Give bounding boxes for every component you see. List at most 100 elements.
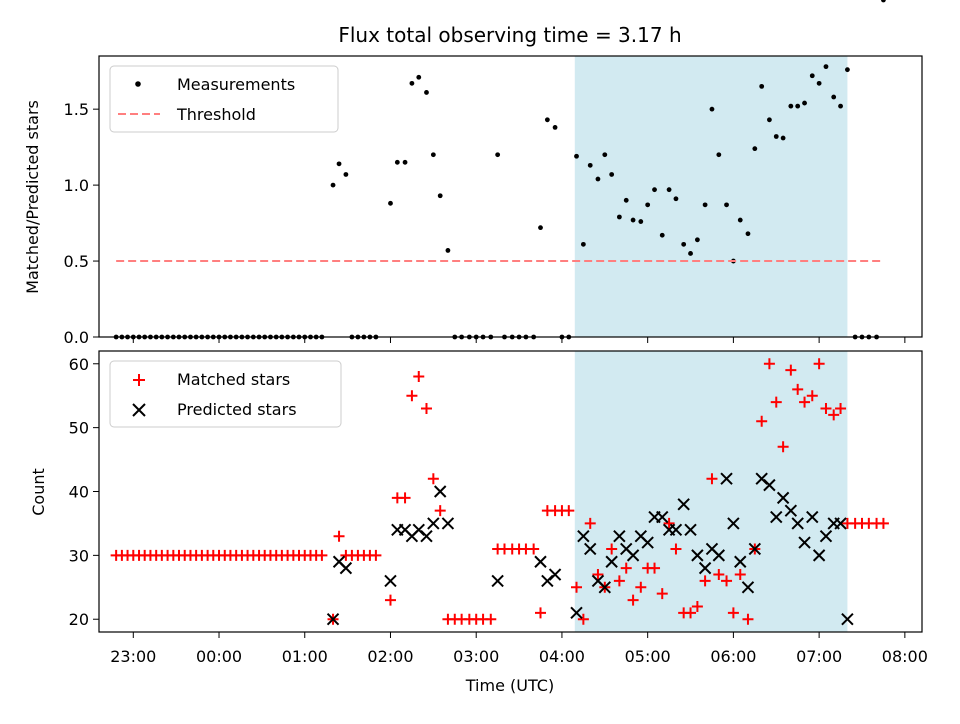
measurement-point [788,104,793,109]
measurement-point [495,152,500,157]
measurement-point [802,101,807,106]
measurement-point [674,196,679,201]
measurement-point [638,219,643,224]
matched-star-marker [878,518,889,529]
measurement-point [738,218,743,223]
x-tick-label: 01:00 [282,647,328,666]
measurement-point [688,251,693,256]
x-tick-label: 05:00 [625,647,671,666]
matched-star-marker [400,492,411,503]
legend-measurement-marker [135,81,141,87]
measurement-point [774,134,779,139]
matched-star-marker [485,614,496,625]
measurement-point [574,154,579,159]
measurement-point [710,107,715,112]
y-tick-label: 1.0 [64,176,89,195]
measurement-point [810,73,815,78]
bottom-panel: 2030405060 23:00 00:00 01:00 02:00 03:00 04:0… [29,351,928,695]
measurement-point [695,237,700,242]
bottom-y-axis: 20 30 40 50 60 [69,355,99,629]
predicted-star-marker [435,486,446,497]
measurement-point [746,231,751,236]
measurement-point [767,117,772,122]
matched-star-marker [435,505,446,516]
matched-star-marker [528,543,539,554]
matched-star-marker [406,390,417,401]
measurement-point [681,242,686,247]
matched-star-marker [370,550,381,561]
measurement-point [631,218,636,223]
y-tick-label: 0.5 [64,252,89,271]
legend-matched-label: Matched stars [177,370,290,389]
measurement-point [545,117,550,122]
y-tick-label: 20 [69,610,89,629]
measurement-point [703,202,708,207]
matched-star-marker [535,607,546,618]
x-tick-label: 06:00 [710,647,756,666]
chart-title: Flux total observing time = 3.17 h [338,23,681,47]
measurement-point [609,172,614,177]
predicted-star-marker [492,575,503,586]
bottom-x-axis: 23:00 00:00 01:00 02:00 03:00 04:00 05:00 06:00… [110,632,928,666]
measurement-point [416,75,421,80]
measurement-point [652,187,657,192]
matched-star-marker [428,473,439,484]
measurement-point [716,152,721,157]
predicted-star-marker [428,518,439,529]
y-tick-label: 40 [69,483,89,502]
measurement-point [845,67,850,72]
x-tick-label: 08:00 [882,647,928,666]
measurement-point [795,104,800,109]
top-panel: 0.00.51.01.5 Matched/Predicted stars Mea… [23,0,922,347]
measurement-point [581,242,586,247]
measurement-point [388,201,393,206]
x-axis-label: Time (UTC) [465,676,554,695]
measurement-point [881,0,886,2]
y-tick-label: 50 [69,419,89,438]
x-tick-label: 23:00 [110,647,156,666]
top-observing-window-shade [575,56,848,337]
measurement-point [331,183,336,188]
predicted-star-marker [550,569,561,580]
x-tick-label: 00:00 [196,647,242,666]
measurement-point [602,152,607,157]
measurement-point [824,64,829,69]
x-tick-label: 02:00 [367,647,413,666]
matched-star-marker [385,595,396,606]
top-legend: Measurements Threshold [110,66,338,132]
measurement-point [752,146,757,151]
measurement-point [838,104,843,109]
measurement-point [431,152,436,157]
measurement-point [645,202,650,207]
matched-star-marker [563,505,574,516]
measurement-point [538,225,543,230]
legend-measurements-label: Measurements [177,75,295,94]
predicted-star-marker [535,556,546,567]
bottom-observing-window-shade [575,351,848,632]
measurement-point [410,81,415,86]
measurement-point [781,136,786,141]
bottom-legend: Matched stars Predicted stars [110,361,341,427]
y-tick-label: 30 [69,546,89,565]
measurement-point [344,172,349,177]
y-tick-label: 1.5 [64,100,89,119]
x-tick-label: 07:00 [796,647,842,666]
legend-predicted-label: Predicted stars [177,400,297,419]
x-tick-label: 04:00 [539,647,585,666]
matched-star-marker [421,403,432,414]
measurement-point [337,161,342,166]
measurement-point [667,187,672,192]
measurement-point [403,160,408,165]
predicted-star-marker [385,575,396,586]
predicted-star-marker [442,518,453,529]
figure-canvas: Flux total observing time = 3.17 h 0.00.… [0,0,960,720]
measurement-point [438,193,443,198]
predicted-star-marker [421,531,432,542]
top-y-axis: 0.0 0.5 1.0 1.5 [64,100,99,347]
measurement-point [817,81,822,86]
x-tick-label: 03:00 [453,647,499,666]
predicted-star-marker [340,563,351,574]
legend-threshold-label: Threshold [176,105,256,124]
measurement-point [424,90,429,95]
measurement-point [395,160,400,165]
